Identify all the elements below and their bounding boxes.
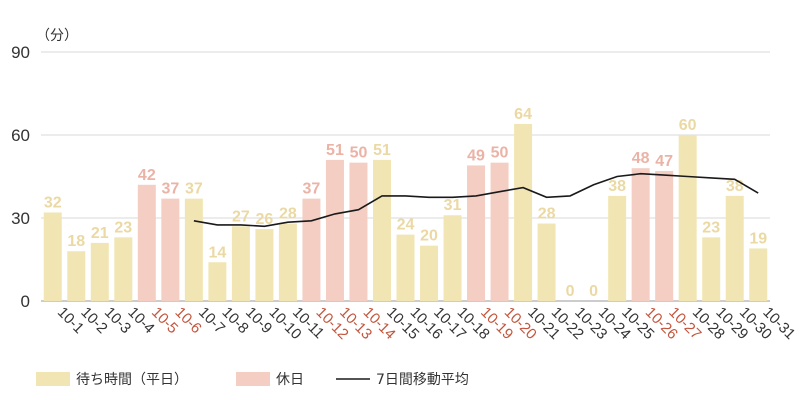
bar-weekday: [396, 234, 415, 301]
bar-weekday: [278, 223, 297, 301]
bar-weekday: [208, 262, 227, 301]
bar-value-label: 37: [303, 181, 321, 198]
bar-value-label: 49: [467, 147, 485, 164]
legend-label-weekday: 待ち時間（平日）: [76, 372, 188, 388]
bar-value-label: 50: [491, 145, 509, 162]
bar-value-label: 21: [91, 225, 109, 242]
bar-value-label: 50: [350, 145, 368, 162]
bar-holiday: [631, 168, 650, 301]
bar-value-label: 0: [566, 283, 575, 300]
bars: [43, 123, 768, 301]
bar-holiday: [655, 170, 674, 301]
bar-weekday: [184, 198, 203, 301]
legend-swatch-weekday: [36, 372, 70, 386]
bar-weekday: [114, 237, 133, 301]
bar-holiday: [490, 162, 509, 301]
bar-weekday: [443, 215, 462, 301]
bar-weekday: [678, 135, 697, 301]
bar-value-label: 47: [655, 153, 673, 170]
bar-value-label: 28: [538, 206, 556, 223]
bar-value-label: 26: [256, 211, 274, 228]
bar-value-label: 18: [67, 233, 85, 250]
bar-holiday: [467, 165, 486, 301]
bar-value-label: 60: [679, 117, 697, 134]
y-axis: 0 30 60 90: [11, 43, 30, 311]
bar-value-label: 24: [397, 217, 415, 234]
bar-weekday: [90, 242, 109, 301]
bar-holiday: [161, 198, 180, 301]
y-unit-label: （分）: [36, 27, 78, 43]
bar-weekday: [43, 212, 62, 301]
bar-holiday: [302, 198, 321, 301]
bar-weekday: [749, 248, 768, 301]
bar-value-label: 14: [208, 244, 226, 261]
bar-weekday: [372, 159, 391, 301]
legend: 待ち時間（平日） 休日 7日間移動平均: [36, 372, 469, 388]
bar-holiday: [349, 162, 368, 301]
bar-value-label: 31: [444, 197, 462, 214]
bar-value-label: 38: [726, 178, 744, 195]
bar-weekday: [420, 245, 439, 301]
legend-label-average: 7日間移動平均: [376, 372, 469, 388]
bar-weekday: [231, 226, 250, 301]
y-tick-label: 90: [11, 43, 30, 62]
bar-value-label: 0: [589, 283, 598, 300]
bar-weekday: [255, 229, 274, 301]
bar-value-label: 32: [44, 194, 62, 211]
bar-weekday: [608, 195, 627, 301]
bar-value-label: 51: [326, 142, 344, 159]
legend-label-holiday: 休日: [276, 372, 304, 388]
y-tick-label: 30: [11, 209, 30, 228]
bar-value-label: 42: [138, 167, 156, 184]
bar-holiday: [137, 184, 156, 301]
bar-weekday: [514, 123, 533, 301]
x-axis: 10-110-210-310-410-510-610-710-810-910-1…: [54, 304, 799, 343]
bar-weekday: [725, 195, 744, 301]
bar-value-label: 20: [420, 228, 438, 245]
bar-value-labels: 32 18 21 23 42 37 37 14 27 26 28 37 51 50 51 24 20 31 49 50…: [44, 106, 767, 300]
bar-value-label: 19: [749, 230, 767, 247]
bar-value-label: 37: [161, 181, 179, 198]
y-tick-label: 0: [21, 292, 30, 311]
bar-value-label: 28: [279, 206, 297, 223]
bar-value-label: 48: [632, 150, 650, 167]
bar-holiday: [325, 159, 344, 301]
bar-value-label: 23: [114, 219, 132, 236]
bar-weekday: [67, 251, 86, 301]
bar-value-label: 23: [702, 219, 720, 236]
bar-weekday: [537, 223, 556, 301]
legend-swatch-holiday: [236, 372, 270, 386]
bar-weekday: [702, 237, 721, 301]
moving-average-line: [193, 172, 759, 228]
bar-value-label: 38: [608, 178, 626, 195]
bar-value-label: 37: [185, 181, 203, 198]
bar-value-label: 27: [232, 208, 250, 225]
bar-value-label: 51: [373, 142, 391, 159]
bar-value-label: 64: [514, 106, 532, 123]
y-tick-label: 60: [11, 126, 30, 145]
